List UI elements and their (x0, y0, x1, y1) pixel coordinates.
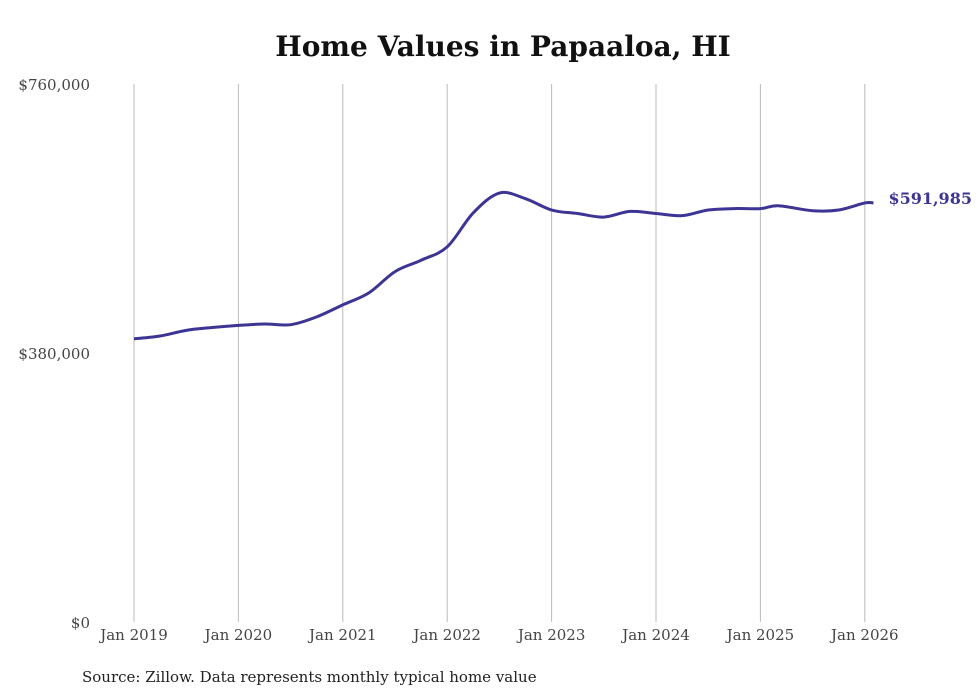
x-tick-label: Jan 2020 (203, 626, 273, 644)
x-tick-label: Jan 2022 (411, 626, 481, 644)
series-line-home-value (133, 190, 874, 341)
y-tick-label: $0 (71, 614, 90, 632)
x-tick-label: Jan 2024 (620, 626, 690, 644)
x-tick-label: Jan 2025 (725, 626, 795, 644)
end-value-label: $591,985 (888, 189, 972, 208)
source-note: Source: Zillow. Data represents monthly … (82, 668, 537, 686)
y-tick-label: $760,000 (18, 76, 90, 94)
y-tick-label: $380,000 (18, 345, 90, 363)
x-tick-label: Jan 2026 (829, 626, 899, 644)
chart-title: Home Values in Papaaloa, HI (275, 30, 731, 63)
x-tick-label: Jan 2021 (307, 626, 377, 644)
x-tick-label: Jan 2019 (98, 626, 168, 644)
x-tick-label: Jan 2023 (516, 626, 586, 644)
